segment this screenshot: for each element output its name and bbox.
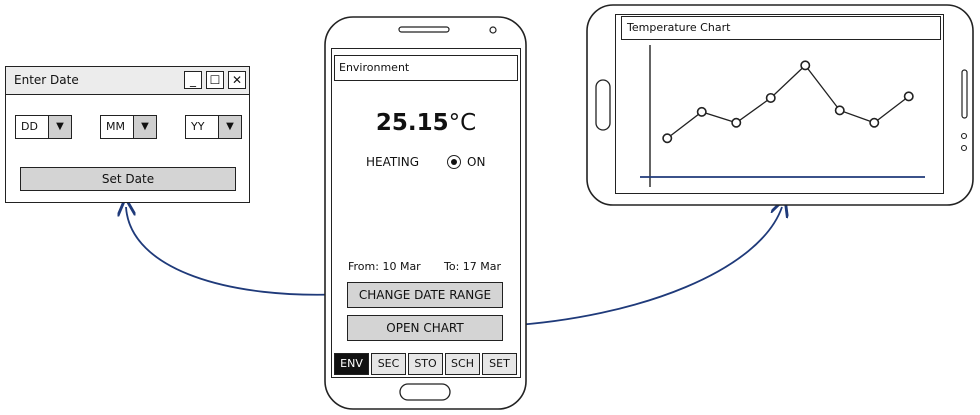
temperature-chart <box>640 45 925 187</box>
phone-header: Environment <box>334 55 518 81</box>
tablet-earpiece <box>961 69 968 119</box>
to-date-label: To: 17 Mar <box>444 260 502 273</box>
year-select[interactable]: YY ▼ <box>185 115 242 139</box>
chart-point-8 <box>903 91 914 102</box>
chart-point-4 <box>765 92 776 103</box>
chart-title: Temperature Chart <box>627 21 731 34</box>
temperature-unit: °C <box>448 110 477 136</box>
month-select[interactable]: MM ▼ <box>100 115 157 139</box>
chart-point-2 <box>696 106 707 117</box>
chart-point-6 <box>834 105 845 116</box>
change-date-range-button[interactable]: CHANGE DATE RANGE <box>347 282 503 308</box>
set-date-button[interactable]: Set Date <box>20 167 236 191</box>
tablet-home-button <box>595 79 611 131</box>
chart-point-1 <box>662 133 673 144</box>
arrow-to-temperature-chart <box>502 207 782 327</box>
chevron-down-icon[interactable]: ▼ <box>218 116 241 138</box>
chart-screen: Temperature Chart <box>615 14 944 194</box>
enter-date-dialog: Enter Date _ ☐ ✕ DD ▼ MM ▼ YY ▼ Set Date <box>5 66 250 203</box>
month-select-value: MM <box>106 120 125 133</box>
minimize-icon[interactable]: _ <box>184 71 202 89</box>
year-select-value: YY <box>191 120 205 133</box>
arrow-to-enter-date <box>126 207 347 296</box>
maximize-icon[interactable]: ☐ <box>206 71 224 89</box>
open-chart-button[interactable]: OPEN CHART <box>347 315 503 341</box>
chart-series-line <box>666 64 910 139</box>
day-select-value: DD <box>21 120 38 133</box>
tab-sec[interactable]: SEC <box>371 353 406 375</box>
chevron-down-icon[interactable]: ▼ <box>133 116 156 138</box>
heating-label: HEATING <box>366 155 420 169</box>
heating-on-radio[interactable] <box>447 155 461 169</box>
tab-set[interactable]: SET <box>482 353 517 375</box>
phone-screen: Environment 25.15°C HEATING ON From: 10 … <box>331 48 521 378</box>
temperature-value: 25.15 <box>375 110 449 136</box>
tablet-camera <box>960 144 968 152</box>
chart-header: Temperature Chart <box>621 16 941 40</box>
chart-point-3 <box>731 117 742 128</box>
from-date-label: From: 10 Mar <box>348 260 421 273</box>
phone-earpiece <box>398 26 450 33</box>
radio-selected-dot <box>451 159 457 165</box>
phone-title: Environment <box>339 61 410 74</box>
day-select[interactable]: DD ▼ <box>15 115 72 139</box>
chart-point-7 <box>869 117 880 128</box>
tab-sto[interactable]: STO <box>408 353 443 375</box>
dialog-titlebar: Enter Date _ ☐ ✕ <box>6 67 249 95</box>
tablet-sensor <box>960 132 968 140</box>
tab-env[interactable]: ENV <box>334 353 369 375</box>
close-icon[interactable]: ✕ <box>228 71 246 89</box>
chevron-down-icon[interactable]: ▼ <box>48 116 71 138</box>
heating-state-label: ON <box>467 155 486 169</box>
temperature-readout: 25.15°C <box>332 110 520 136</box>
chart-point-5 <box>800 60 811 71</box>
phone-camera <box>489 26 497 34</box>
tab-sch[interactable]: SCH <box>445 353 480 375</box>
dialog-title: Enter Date <box>14 73 79 87</box>
phone-home-button <box>399 383 451 401</box>
